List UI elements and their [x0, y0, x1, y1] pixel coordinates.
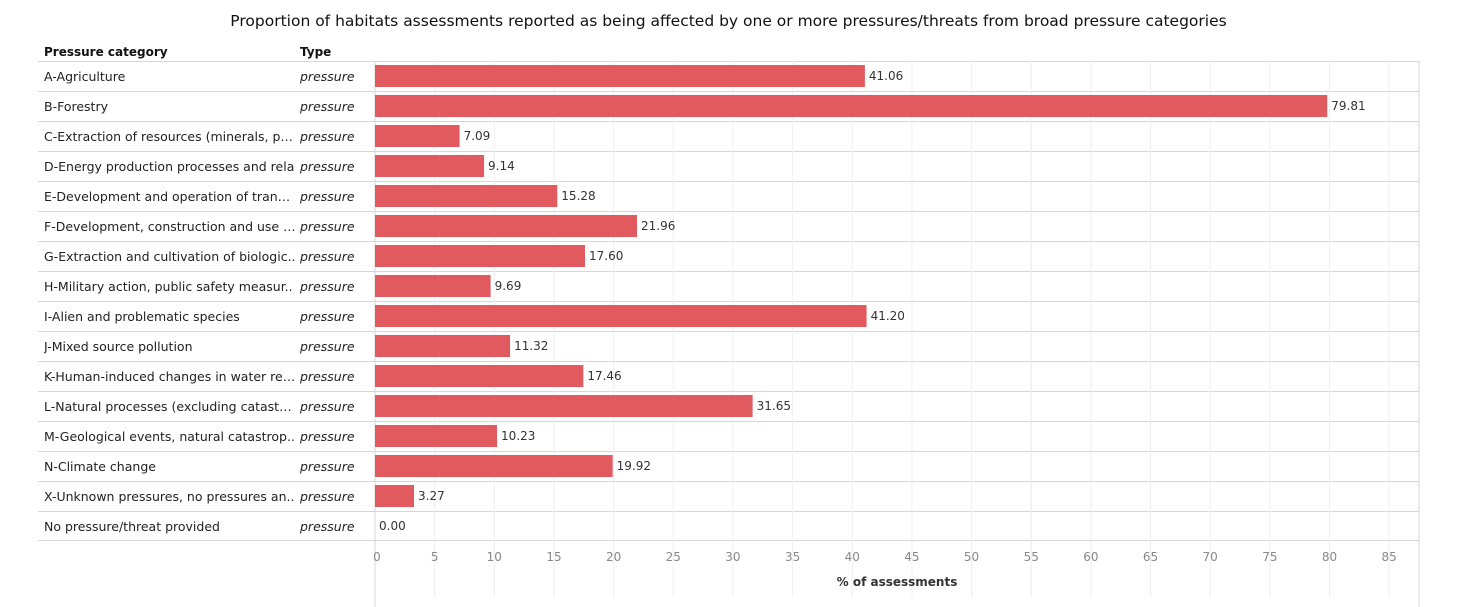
type-label: pressure: [300, 129, 355, 144]
data-label: 31.65: [757, 399, 791, 413]
type-label: pressure: [300, 279, 355, 294]
bar: [375, 275, 491, 297]
bar: [375, 65, 865, 87]
table-row: M-Geological events, natural catastrop..…: [38, 421, 1419, 451]
type-label: pressure: [300, 399, 355, 414]
data-label: 9.69: [495, 279, 522, 293]
type-label: pressure: [300, 369, 355, 384]
table-row: L-Natural processes (excluding catastro.…: [38, 391, 1419, 421]
x-tick-label: 40: [845, 550, 860, 564]
data-label: 41.06: [869, 69, 903, 83]
type-label: pressure: [300, 459, 355, 474]
x-tick-label: 5: [431, 550, 439, 564]
data-label: 19.92: [617, 459, 651, 473]
table-row: B-Forestry pressure: [38, 91, 1419, 121]
bar: [375, 95, 1328, 117]
type-label: pressure: [300, 519, 355, 534]
data-label: 15.28: [561, 189, 595, 203]
type-label: pressure: [300, 189, 355, 204]
table-row: X-Unknown pressures, no pressures an.. pr…: [38, 481, 1419, 511]
data-label: 11.32: [514, 339, 548, 353]
bar: [375, 455, 613, 477]
table-row: G-Extraction and cultivation of biologic…: [38, 241, 1419, 271]
bar: [375, 305, 867, 327]
x-tick-label: 60: [1083, 550, 1098, 564]
x-tick-label: 55: [1024, 550, 1039, 564]
table-row: C-Extraction of resources (minerals, pe.…: [38, 121, 1419, 151]
table-row: K-Human-induced changes in water regi.. p…: [38, 361, 1419, 391]
x-tick-label: 85: [1382, 550, 1397, 564]
bar: [375, 125, 460, 147]
bar: [375, 185, 558, 207]
type-label: pressure: [300, 69, 355, 84]
type-label: pressure: [300, 249, 355, 264]
x-tick-label: 20: [606, 550, 621, 564]
table-row: N-Climate change pressure: [38, 451, 1419, 481]
data-label: 79.81: [1331, 99, 1365, 113]
data-label: 7.09: [464, 129, 491, 143]
x-tick-label: 80: [1322, 550, 1337, 564]
table-row: No pressure/threat provided pressure: [38, 511, 1419, 541]
table-row: J-Mixed source pollution pressure: [38, 331, 1419, 361]
x-tick-label: 10: [487, 550, 502, 564]
table-row: A-Agriculture pressure: [38, 61, 1419, 91]
data-label: 41.20: [871, 309, 905, 323]
data-label: 3.27: [418, 489, 445, 503]
bar: [375, 245, 585, 267]
type-label: pressure: [300, 159, 355, 174]
table-row: H-Military action, public safety measur.…: [38, 271, 1419, 301]
x-tick-label: 75: [1262, 550, 1277, 564]
table-row: F-Development, construction and use of..…: [38, 211, 1419, 241]
bar: [375, 425, 498, 447]
x-tick-label: 25: [666, 550, 681, 564]
data-label: 10.23: [501, 429, 535, 443]
category-table: A-Agriculture pressure B-Forestry pressure C…: [38, 61, 1419, 541]
x-tick-label: 50: [964, 550, 979, 564]
data-label: 0.00: [379, 519, 406, 533]
x-tick-label: 0: [373, 550, 381, 564]
type-label: pressure: [300, 489, 355, 504]
x-tick-label: 30: [725, 550, 740, 564]
type-label: pressure: [300, 309, 355, 324]
x-tick-label: 35: [785, 550, 800, 564]
type-label: pressure: [300, 339, 355, 354]
bar: [375, 485, 415, 507]
bar: [375, 335, 511, 357]
x-axis-label: % of assessments: [836, 575, 958, 589]
bar: [375, 395, 753, 417]
data-label: 17.46: [587, 369, 621, 383]
bar: [375, 155, 485, 177]
data-label: 9.14: [488, 159, 515, 173]
table-row: E-Development and operation of transp.. p…: [38, 181, 1419, 211]
column-header-type: Type: [300, 45, 332, 59]
bar: [375, 215, 638, 237]
x-tick-label: 70: [1203, 550, 1218, 564]
bar: [375, 365, 584, 387]
type-label: pressure: [300, 219, 355, 234]
type-label: pressure: [300, 99, 355, 114]
type-label: pressure: [300, 429, 355, 444]
column-header-category: Pressure category: [44, 45, 168, 59]
table-row: D-Energy production processes and rela pr…: [38, 151, 1419, 181]
chart-title: Proportion of habitats assessments repor…: [230, 12, 1227, 30]
data-label: 17.60: [589, 249, 623, 263]
x-tick-label: 65: [1143, 550, 1158, 564]
x-tick-label: 15: [546, 550, 561, 564]
x-tick-label: 45: [904, 550, 919, 564]
table-row: I-Alien and problematic species pressure: [38, 301, 1419, 331]
data-label: 21.96: [641, 219, 675, 233]
